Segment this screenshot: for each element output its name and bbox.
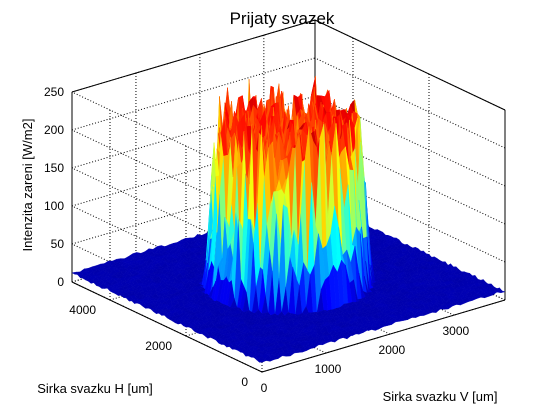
z-tick-label: 150 xyxy=(44,161,64,175)
grid-line xyxy=(71,281,263,373)
grid-line xyxy=(314,19,506,111)
y-tick-label: 2000 xyxy=(145,339,172,353)
x-tick-label: 2000 xyxy=(379,343,406,357)
grid-line xyxy=(71,19,316,93)
grid-line xyxy=(314,57,506,149)
z-tick-label: 200 xyxy=(44,123,64,137)
surface-mesh xyxy=(71,76,506,363)
grid-line xyxy=(71,95,316,169)
grid-line xyxy=(71,91,263,183)
x-tick-label: 0 xyxy=(261,381,268,395)
axis-ticks: 0 50 100 150 200 250 0 2000 4000 0 1000 2000 3000 xyxy=(44,85,470,395)
surface-cell xyxy=(497,288,506,294)
x-tick-label: 1000 xyxy=(315,362,342,376)
grid-line xyxy=(314,171,506,263)
grid-line xyxy=(71,57,316,131)
x-tick-label: 3000 xyxy=(442,324,469,338)
z-axis-label: Intenzita zareni [W/m2] xyxy=(20,119,35,252)
x-axis-label: Sirka svazku V [um] xyxy=(383,389,498,404)
y-tick-label: 4000 xyxy=(69,303,96,317)
grid-line xyxy=(71,167,263,259)
z-tick-label: 0 xyxy=(57,275,64,289)
grid-line xyxy=(261,299,506,373)
z-tick-label: 50 xyxy=(51,237,65,251)
y-axis-label: Sirka svazku H [um] xyxy=(37,381,153,396)
grid-line xyxy=(71,171,316,245)
y-tick-label: 0 xyxy=(241,375,248,389)
z-tick-label: 100 xyxy=(44,199,64,213)
grid-line xyxy=(314,95,506,187)
chart-title: Prijaty svazek xyxy=(230,9,335,28)
z-tick-label: 250 xyxy=(44,85,64,99)
grid-line xyxy=(71,133,316,207)
grid-line xyxy=(71,129,263,221)
grid-line xyxy=(314,133,506,225)
